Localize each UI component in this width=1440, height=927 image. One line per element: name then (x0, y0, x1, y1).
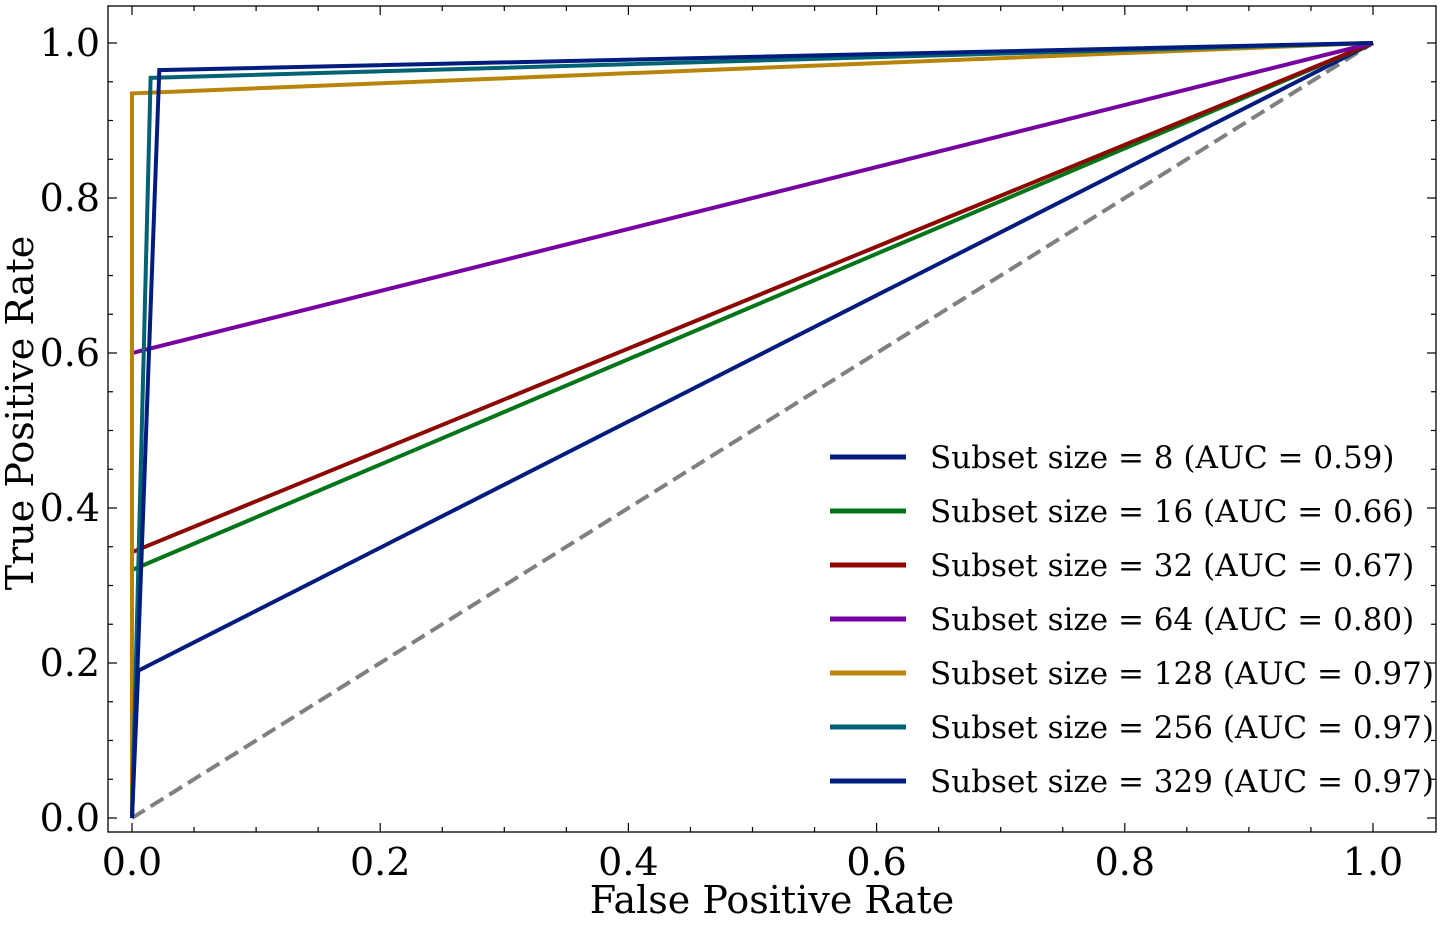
y-tick-label: 0.8 (40, 176, 100, 220)
roc-series-line-5 (130, 41, 1374, 818)
legend-label-4: Subset size = 64 (AUC = 0.80) (930, 602, 1414, 638)
legend-label-6: Subset size = 256 (AUC = 0.97) (930, 710, 1434, 746)
legend-label-3: Subset size = 32 (AUC = 0.67) (930, 548, 1414, 584)
legend: Subset size = 8 (AUC = 0.59) Subset size … (830, 440, 1434, 800)
axis-ticks (108, 6, 1436, 832)
y-tick-label: 1.0 (40, 21, 100, 65)
tick-labels: 0.0 0.2 0.4 0.6 0.8 1.0 0.0 0.2 0.4 0.6 0.8 1.0 (40, 21, 1404, 884)
x-tick-label: 0.8 (1095, 840, 1155, 884)
plot-frame (107, 5, 1437, 833)
legend-label-1: Subset size = 8 (AUC = 0.59) (930, 440, 1395, 476)
y-tick-label: 0.2 (40, 641, 100, 685)
legend-label-5: Subset size = 128 (AUC = 0.97) (930, 656, 1434, 692)
x-tick-label: 1.0 (1343, 840, 1403, 884)
diagonal-reference-line (130, 41, 1375, 820)
roc-series-line-6 (130, 41, 1374, 819)
y-tick-label: 0.6 (40, 331, 100, 375)
plot-lines (130, 41, 1375, 820)
legend-label-2: Subset size = 16 (AUC = 0.66) (930, 494, 1414, 530)
roc-series-line-7 (130, 41, 1374, 819)
x-tick-label: 0.6 (846, 840, 906, 884)
y-axis-label: True Positive Rate (0, 236, 42, 590)
x-tick-label: 0.4 (598, 840, 658, 884)
x-tick-label: 0.0 (102, 840, 162, 884)
x-axis-label: False Positive Rate (590, 878, 955, 922)
legend-label-7: Subset size = 329 (AUC = 0.97) (930, 764, 1434, 800)
y-tick-label: 0.0 (40, 796, 100, 840)
y-tick-label: 0.4 (40, 486, 100, 530)
x-tick-label: 0.2 (350, 840, 410, 884)
